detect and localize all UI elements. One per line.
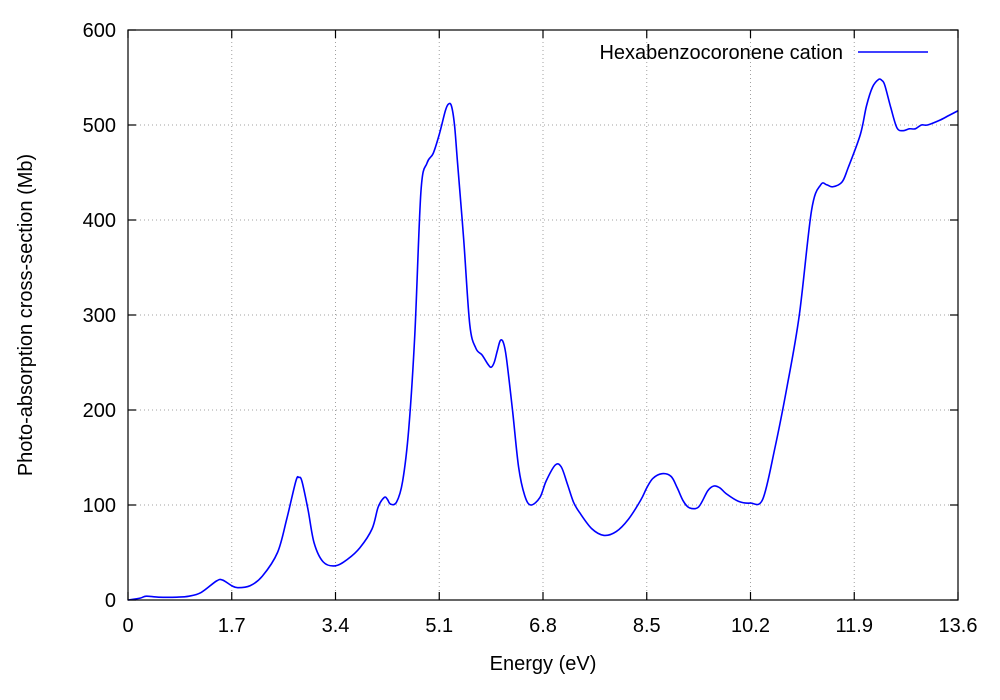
x-tick-label: 10.2 [731,615,770,637]
tick-layer [127,29,959,601]
legend: Hexabenzocoronene cation [599,42,928,64]
series-line [127,78,959,601]
legend-label: Hexabenzocoronene cation [599,42,843,64]
y-tick-label: 500 [83,115,116,137]
y-tick-label: 100 [83,495,116,517]
x-tick-label: 6.8 [529,615,557,637]
x-axis-title: Energy (eV) [490,653,597,675]
plot-frame [127,29,959,601]
y-tick-label: 600 [83,20,116,42]
x-tick-label: 13.6 [939,615,978,637]
y-tick-label: 400 [83,210,116,232]
y-tick-label: 0 [105,590,116,612]
x-tick-label: 1.7 [218,615,246,637]
x-tick-label: 11.9 [836,615,873,637]
x-tick-label: 8.5 [633,615,661,637]
grid-layer [128,30,958,600]
series-layer [127,78,959,601]
tick-label-layer: 0 1.7 3.4 5.1 6.8 8.5 10.2 11.9 13.6 0 100 200 300 40… [83,20,978,637]
y-tick-label: 300 [83,305,116,327]
y-axis-title: Photo-absorption cross-section (Mb) [15,154,37,476]
x-tick-label: 3.4 [322,615,350,637]
x-tick-label: 5.1 [425,615,453,637]
x-tick-label: 0 [122,615,133,637]
y-tick-label: 200 [83,400,116,422]
